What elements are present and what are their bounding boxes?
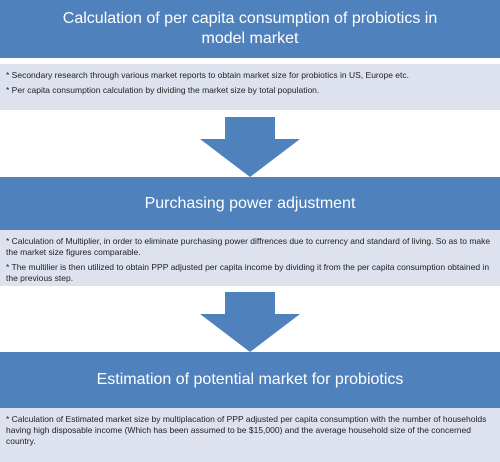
step-1-bullet-2: * Per capita consumption calculation by …: [6, 85, 320, 95]
step-2-bullet-2: * The multilier is then utilized to obta…: [6, 262, 490, 283]
step-2-bullet-1: * Calculation of Multiplier, in order to…: [6, 236, 491, 257]
down-arrow-1: [200, 117, 300, 177]
step-1-bullet-1: * Secondary research through various mar…: [6, 70, 409, 80]
step-1-header: Calculation of per capita consumption of…: [0, 0, 500, 58]
step-1-title: Calculation of per capita consumption of…: [62, 10, 438, 47]
step-2-header: Purchasing power adjustment: [0, 177, 500, 230]
down-arrow-2: [200, 292, 300, 352]
step-3-bullet-1: * Calculation of Estimated market size b…: [6, 414, 487, 446]
step-3-panel: * Calculation of Estimated market size b…: [0, 408, 500, 462]
step-1-panel: * Secondary research through various mar…: [0, 64, 500, 110]
step-2-panel: * Calculation of Multiplier, in order to…: [0, 230, 500, 286]
step-3-title: Estimation of potential market for probi…: [96, 371, 404, 388]
step-2-title: Purchasing power adjustment: [144, 194, 356, 212]
step-3-header: Estimation of potential market for probi…: [0, 352, 500, 408]
